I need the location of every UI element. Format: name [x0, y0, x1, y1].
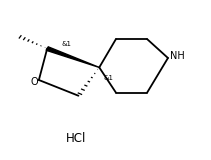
Text: HCl: HCl	[66, 132, 87, 145]
Text: &1: &1	[62, 41, 72, 47]
Polygon shape	[46, 47, 99, 67]
Text: &1: &1	[103, 75, 114, 81]
Text: NH: NH	[170, 51, 185, 61]
Text: O: O	[30, 77, 38, 87]
